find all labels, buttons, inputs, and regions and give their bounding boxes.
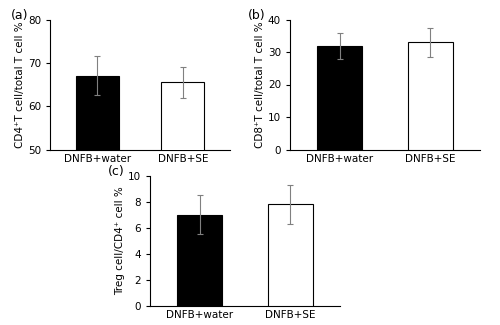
Bar [268,204,313,306]
Y-axis label: CD4⁺T cell/total T cell %: CD4⁺T cell/total T cell % [15,21,25,148]
Text: (a): (a) [10,9,28,22]
Bar [177,214,222,306]
Text: (b): (b) [248,9,266,22]
Y-axis label: Treg cell/CD4⁺ cell %: Treg cell/CD4⁺ cell % [115,186,125,295]
Bar [162,82,204,325]
Bar [317,46,362,150]
Text: (c): (c) [108,165,125,178]
Bar [76,76,118,325]
Bar [408,42,453,150]
Y-axis label: CD8⁺T cell/total T cell %: CD8⁺T cell/total T cell % [255,21,265,148]
